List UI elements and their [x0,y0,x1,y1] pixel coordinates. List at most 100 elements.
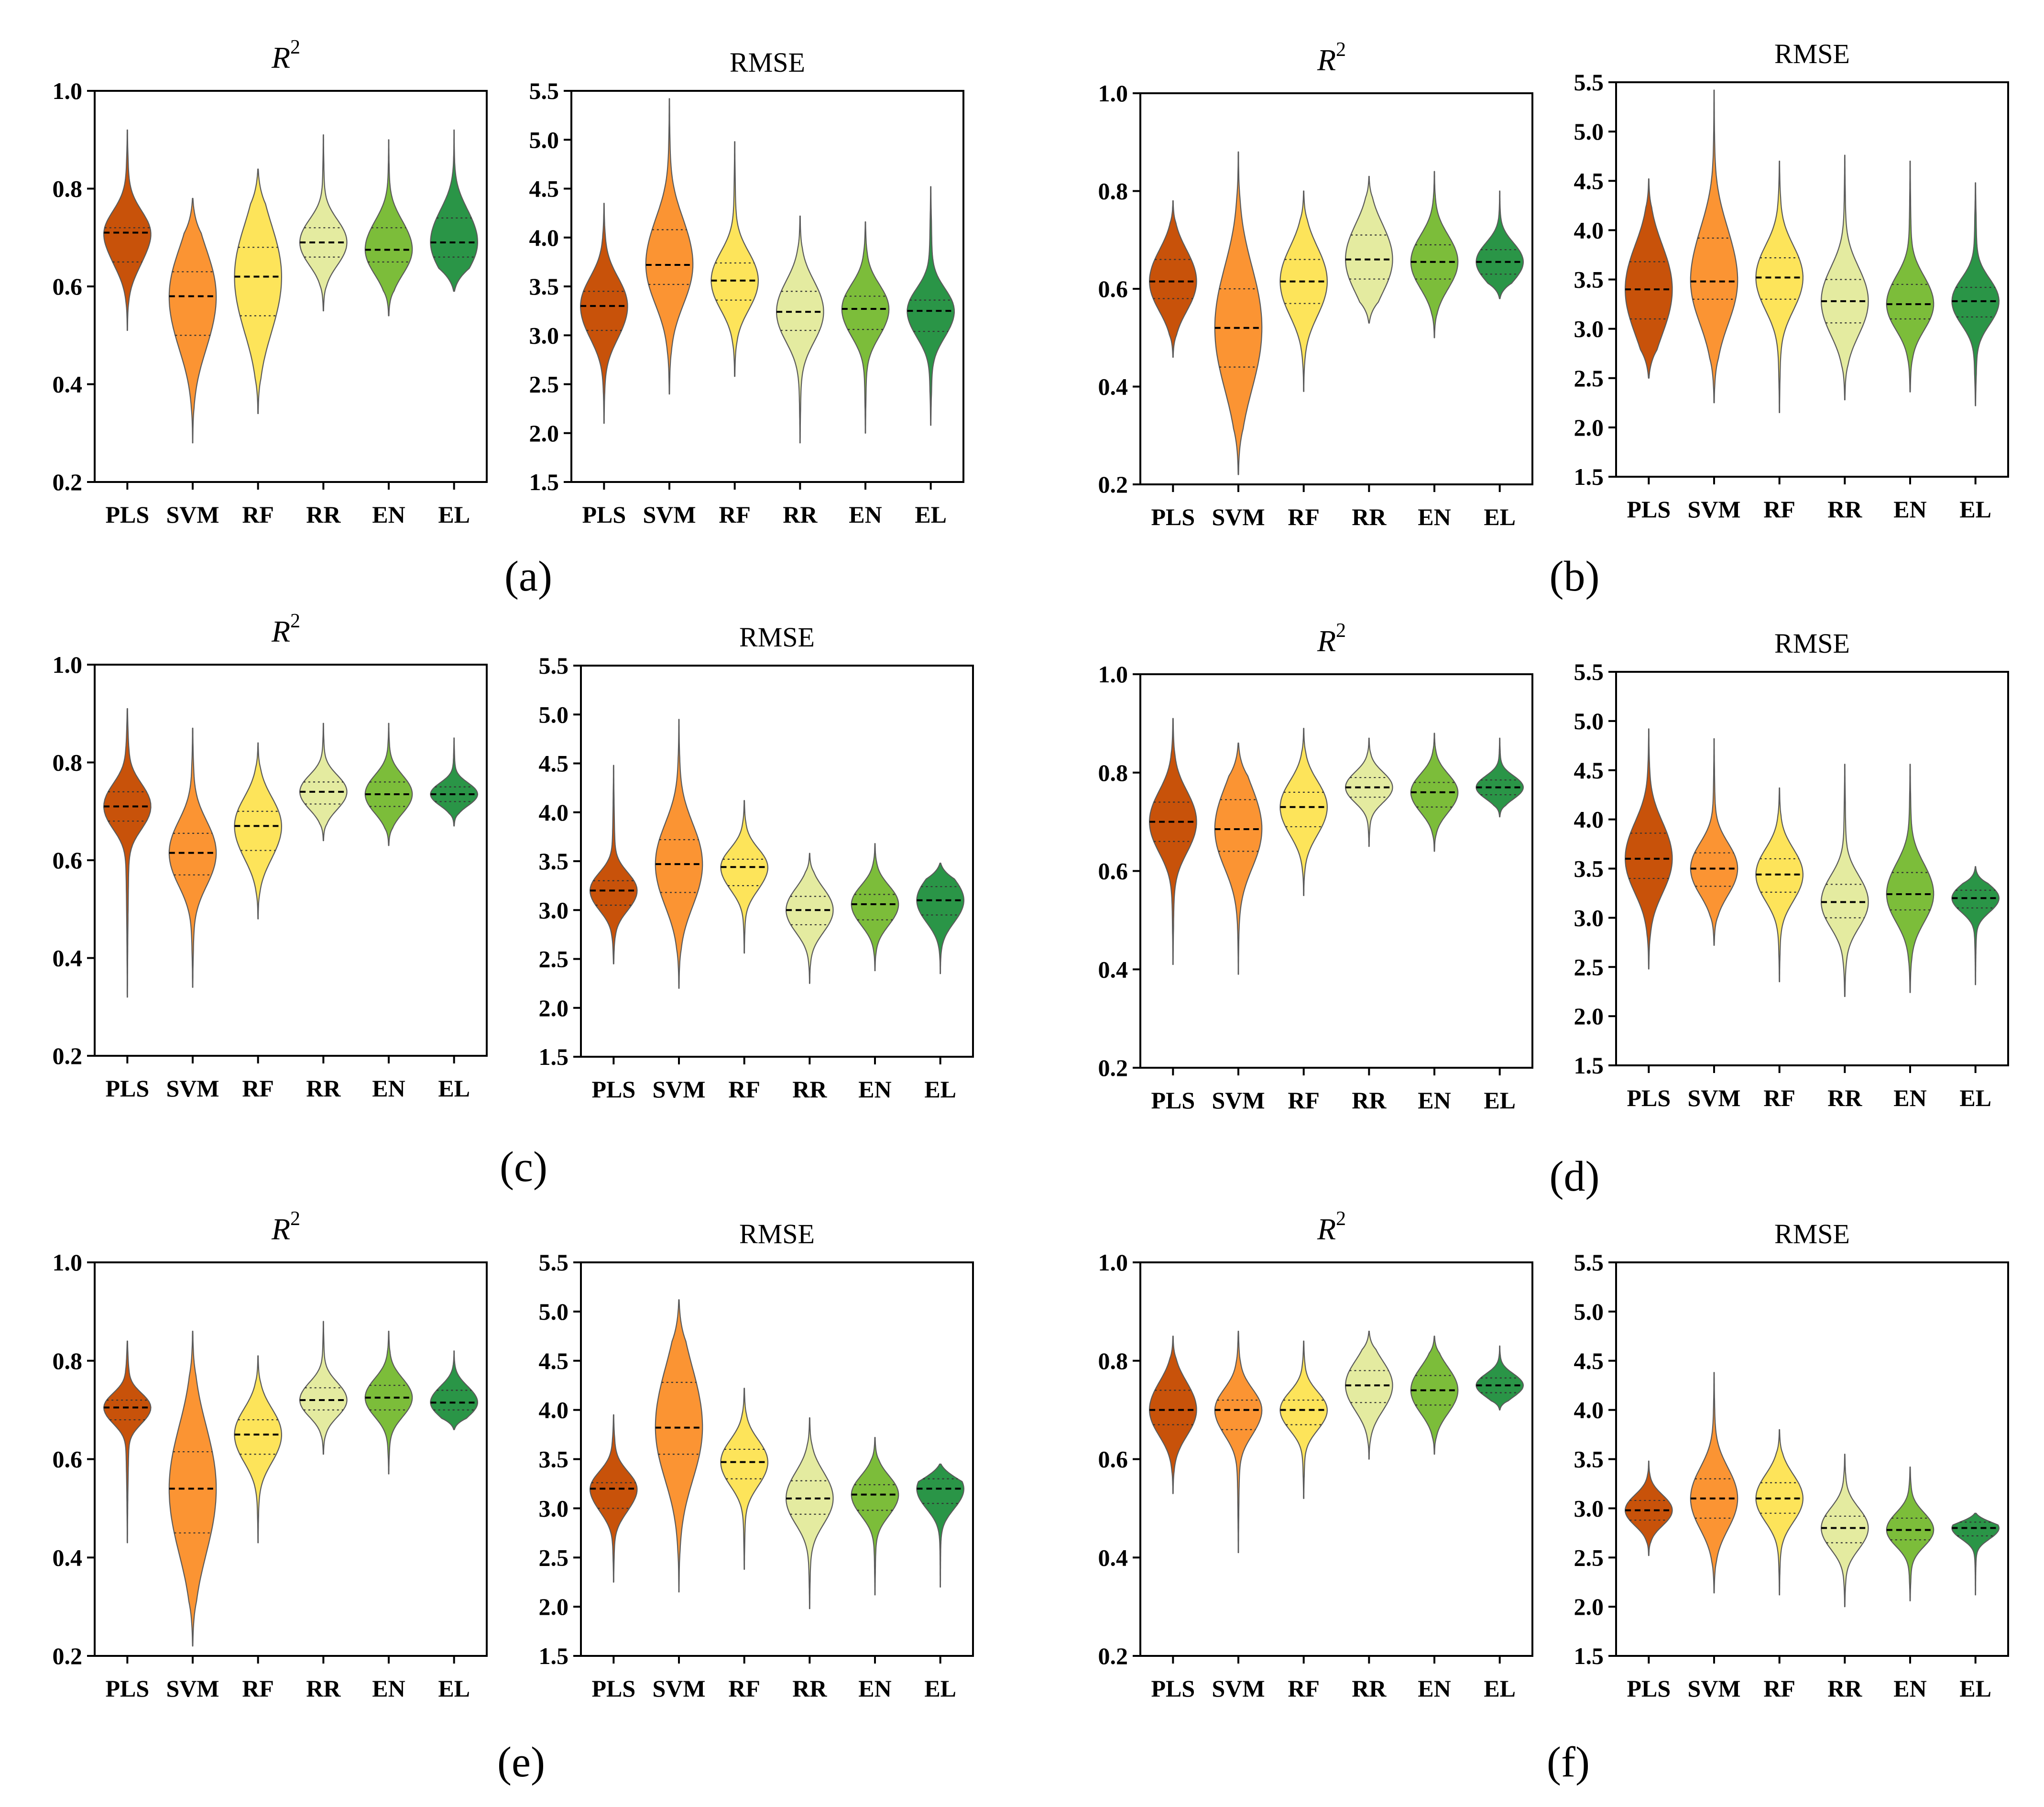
rmse-y-tick-label: 2.5 [1574,1544,1604,1571]
rmse-y-tick-label: 5.0 [1574,1298,1604,1325]
rmse-y-tick-label: 4.0 [1574,806,1604,833]
category-label-rr: RR [306,1075,341,1102]
r2-violin-pls [103,708,152,998]
category-label-en: EN [372,1075,405,1102]
r2-violin-rr [299,1321,348,1455]
rmse-violin-svm [655,1299,703,1593]
r2-plot-frame [1139,673,1533,1069]
panel-b: 0.2 0.4 0.6 0.8 1.0 PLS SVM RF RR EN EL R2 1.5 2.0 2.5… [1098,38,2009,600]
rmse-violin-rr [1821,154,1869,401]
r2-violin-en [364,139,413,317]
category-label-pls: PLS [582,501,626,528]
category-label-rf: RF [1288,504,1320,530]
rmse-y-tick-label: 4.0 [1574,217,1604,243]
rmse-y-tick-label: 2.0 [529,420,559,447]
rmse-violin-rf [1755,160,1804,413]
category-label-rf: RF [242,1075,274,1102]
rmse-y-tick-label: 3.5 [539,1446,569,1473]
category-label-el: EL [915,501,947,528]
rmse-violin-rf [720,1388,768,1570]
rmse-violin-pls [1625,178,1673,379]
r2-y-tick-label: 1.0 [1098,1249,1128,1276]
rmse-subplot: 1.5 2.0 2.5 3.0 3.5 4.0 4.5 5.0 5.5 PLS SVM RF RR EN E… [529,47,964,528]
category-label-svm: SVM [1687,1084,1740,1111]
category-label-en: EN [849,501,882,528]
rmse-plot-frame [1615,81,2009,478]
rmse-violin-el [1951,866,2000,986]
category-label-rr: RR [1352,1675,1387,1702]
r2-violin-pls [1149,200,1197,358]
category-label-en: EN [858,1675,891,1702]
r2-y-tick-label: 1.0 [1098,80,1128,107]
rmse-y-tick-label: 5.5 [539,1249,569,1276]
category-label-rr: RR [1352,504,1387,530]
panel-label: (c) [500,1143,547,1191]
rmse-y-tick-label: 5.5 [1574,69,1604,96]
rmse-violin-svm [1690,738,1738,946]
rmse-y-tick-label: 1.5 [1574,1052,1604,1079]
rmse-violin-pls [580,203,628,424]
panel-label: (a) [504,553,552,600]
r2-y-tick-label: 0.8 [1098,759,1128,786]
rmse-y-tick-label: 5.5 [1574,1249,1604,1276]
category-label-pls: PLS [105,1675,149,1702]
rmse-y-tick-label: 3.0 [1574,904,1604,931]
rmse-y-tick-label: 2.5 [529,371,559,398]
category-label-el: EL [438,501,470,528]
category-label-rr: RR [306,1675,341,1702]
category-label-svm: SVM [652,1675,705,1702]
r2-violin-rf [234,168,282,414]
panel-f: 0.2 0.4 0.6 0.8 1.0 PLS SVM RF RR EN EL R2 1.5 2.0 2.5… [1098,1208,2009,1786]
r2-y-tick-label: 0.8 [1098,178,1128,205]
r2-violin-pls [103,129,152,331]
rmse-y-tick-label: 2.0 [539,1593,569,1620]
category-label-rf: RF [242,501,274,528]
category-label-svm: SVM [1687,1675,1740,1702]
r2-y-tick-label: 0.4 [53,945,83,972]
rmse-y-tick-label: 3.5 [529,273,559,300]
r2-plot-frame [1139,92,1533,485]
rmse-title: RMSE [739,622,815,653]
category-label-el: EL [438,1075,470,1102]
r2-title: R2 [271,610,300,648]
rmse-violin-el [916,1463,964,1588]
r2-y-tick-label: 1.0 [53,1249,83,1276]
rmse-y-tick-label: 5.5 [529,77,559,104]
r2-violin-svm [168,727,217,988]
panel-a: 0.2 0.4 0.6 0.8 1.0 PLS SVM RF RR EN EL R2 1.5 2.0 2.5… [53,36,964,600]
rmse-violin-pls [1625,1460,1673,1556]
r2-violin-svm [168,197,217,444]
rmse-subplot: 1.5 2.0 2.5 3.0 3.5 4.0 4.5 5.0 5.5 PLS SVM RF RR EN E… [1574,38,2009,523]
rmse-violin-svm [1690,89,1738,404]
category-label-en: EN [1893,1084,1926,1111]
r2-subplot: 0.2 0.4 0.6 0.8 1.0 PLS SVM RF RR EN EL R2 [1098,39,1533,530]
rmse-y-tick-label: 4.5 [529,175,559,202]
category-label-pls: PLS [105,1075,149,1102]
rmse-title: RMSE [739,1218,815,1249]
category-label-el: EL [1484,504,1516,530]
category-label-el: EL [924,1076,956,1103]
r2-y-tick-label: 0.2 [53,469,83,495]
r2-plot-frame [1139,1261,1533,1657]
rmse-y-tick-label: 4.0 [529,224,559,251]
category-label-rf: RF [728,1076,760,1103]
r2-violin-rf [1279,1340,1328,1499]
r2-violin-rr [1345,1330,1393,1460]
rmse-y-tick-label: 3.5 [539,848,569,875]
rmse-y-tick-label: 3.5 [1574,855,1604,882]
rmse-violin-rf [710,141,759,377]
category-label-rr: RR [1352,1087,1387,1114]
category-label-pls: PLS [1151,1087,1195,1114]
rmse-y-tick-label: 5.0 [1574,118,1604,145]
panel-label: (e) [497,1739,545,1786]
rmse-title: RMSE [1774,1218,1850,1249]
category-label-rf: RF [728,1675,760,1702]
rmse-y-tick-label: 1.5 [539,1043,569,1070]
r2-violin-rf [234,1355,282,1544]
r2-plot-frame [94,664,488,1057]
r2-title: R2 [1317,620,1346,658]
category-label-rf: RF [1763,1084,1795,1111]
r2-y-tick-label: 0.8 [53,175,83,202]
rmse-violin-en [1886,160,1935,393]
